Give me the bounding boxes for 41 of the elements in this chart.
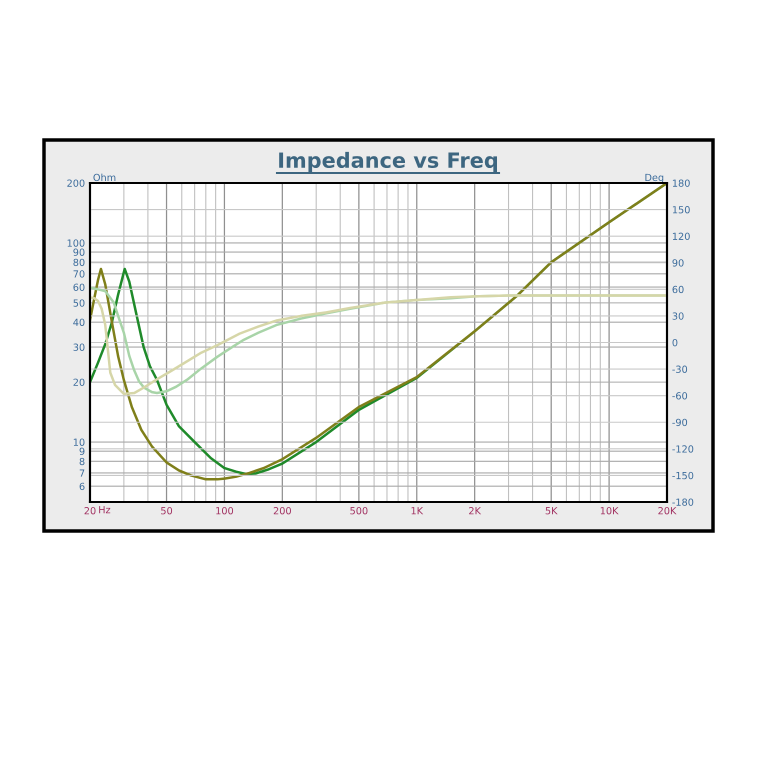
y-tick-label: 90 — [73, 248, 84, 256]
y2-tick-label: 150 — [672, 206, 690, 214]
y2-tick-label: 30 — [672, 312, 684, 320]
y-tick-label: 50 — [74, 299, 84, 307]
y2-tick-label: 0 — [672, 338, 678, 346]
y-tick-label: 8 — [80, 458, 84, 466]
x-tick-label: 200 — [274, 507, 291, 514]
y-tick-label: 100 — [68, 239, 84, 247]
y-tick-label: 9 — [80, 448, 84, 455]
x-tick-label: 50 — [161, 507, 172, 514]
y2-tick-label: -30 — [672, 366, 688, 373]
x-tick-label: 1K — [412, 507, 424, 514]
y2-tick-label: 180 — [672, 179, 690, 187]
y2-tick-label: 90 — [672, 259, 684, 267]
y-tick-label: 30 — [74, 344, 84, 351]
y-tick-label: 10 — [74, 438, 84, 446]
y-tick-label: 40 — [73, 318, 84, 326]
y-tick-label: 6 — [80, 482, 85, 490]
y-axis-title: Ohm — [93, 174, 116, 182]
y-tick-label: 7 — [80, 470, 84, 477]
y2-tick-label: 60 — [672, 286, 684, 294]
y2-tick-label: -90 — [672, 418, 688, 426]
x-tick-label: 20 — [84, 507, 96, 514]
x-tick-label: 10K — [600, 507, 619, 514]
y-tick-label: 60 — [73, 284, 84, 291]
y2-tick-label: -150 — [672, 472, 694, 480]
y-tick-label: 70 — [74, 270, 84, 278]
y-tick-label: 80 — [73, 258, 84, 266]
x-tick-label: 5K — [546, 507, 558, 514]
x-axis-title: Hz — [99, 506, 110, 514]
y-tick-label: 20 — [73, 378, 84, 386]
y-tick-label: 200 — [67, 179, 84, 187]
y2-tick-label: 120 — [672, 232, 690, 240]
x-tick-label: 20K — [658, 507, 677, 514]
x-tick-label: 2K — [469, 507, 482, 514]
y2-tick-label: -120 — [672, 445, 694, 453]
chart-title: Impedance vs Freq — [279, 152, 497, 172]
x-tick-label: 500 — [350, 507, 368, 514]
y2-tick-label: -180 — [672, 498, 694, 506]
y2-tick-label: -60 — [672, 392, 688, 400]
x-tick-label: 100 — [216, 507, 234, 514]
